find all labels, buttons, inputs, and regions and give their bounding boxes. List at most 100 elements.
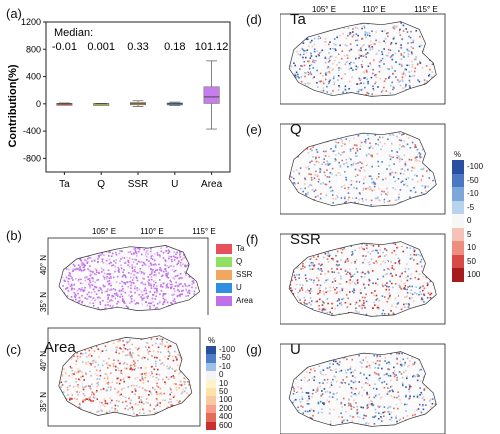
map-pixel	[303, 52, 305, 55]
map-pixel	[165, 246, 168, 248]
map-pixel	[173, 293, 175, 295]
lon-tick-110: 110° E	[140, 227, 164, 236]
map-pixel	[193, 259, 196, 261]
map-pixel	[304, 172, 306, 175]
map-pixel	[333, 150, 336, 152]
map-pixel	[370, 154, 372, 157]
map-pixel	[132, 282, 135, 284]
map-pixel	[139, 379, 142, 382]
map-pixel	[373, 152, 375, 154]
map-pixel	[91, 360, 94, 362]
map-pixel	[110, 403, 112, 406]
map-pixel	[102, 311, 104, 313]
map-pixel	[97, 255, 100, 257]
map-pixel	[403, 146, 406, 148]
map-pixel	[380, 145, 383, 147]
map-pixel	[404, 161, 407, 163]
median-value: 0.18	[164, 41, 185, 53]
map-pixel	[363, 82, 365, 85]
map-pixel	[305, 27, 307, 29]
map-pixel	[417, 196, 420, 198]
map-pixel	[78, 380, 80, 382]
map-pixel	[155, 376, 158, 379]
map-pixel	[59, 350, 62, 352]
map-pixel	[67, 407, 70, 409]
map-pixel	[99, 369, 101, 372]
map-pixel	[388, 75, 391, 78]
map-pixel	[299, 284, 301, 286]
map-pixel	[369, 40, 372, 43]
map-pixel	[178, 260, 180, 262]
map-pixel	[320, 138, 322, 141]
map-pixel	[289, 199, 292, 202]
map-pixel	[97, 307, 99, 309]
map-pixel	[75, 307, 78, 310]
map-pixel	[375, 39, 377, 42]
map-pixel	[289, 183, 291, 185]
map-pixel	[330, 97, 332, 99]
map-pixel	[369, 62, 371, 65]
map-pixel	[310, 290, 313, 293]
map-pixel	[294, 195, 296, 197]
map-pixel	[306, 90, 309, 92]
map-pixel	[106, 383, 109, 386]
map-title-d: Ta	[290, 11, 306, 28]
map-pixel	[147, 280, 149, 283]
map-pixel	[372, 131, 374, 133]
map-pixel	[325, 194, 328, 197]
map-pixel	[366, 52, 369, 54]
map-pixel	[326, 22, 329, 25]
map-pixel	[89, 252, 92, 254]
map-pixel	[89, 396, 91, 399]
map-pixel	[148, 368, 150, 370]
map-pixel	[382, 178, 384, 181]
map-pixel	[435, 77, 437, 80]
map-pixel	[332, 90, 334, 92]
map-pixel	[328, 66, 331, 69]
map-pixel	[416, 195, 419, 197]
map-pixel	[426, 170, 428, 172]
map-pixel	[319, 289, 321, 292]
map-pixel	[102, 274, 104, 276]
map-pixel	[81, 338, 83, 340]
map-pixel	[167, 416, 170, 417]
map-pixel	[361, 25, 363, 28]
map-pixel	[196, 365, 198, 367]
map-pixel	[314, 37, 316, 40]
map-pixel	[328, 71, 330, 73]
map-pixel	[165, 274, 167, 277]
map-pixel	[82, 336, 85, 339]
map-pixel	[96, 389, 98, 392]
map-pixel	[329, 55, 332, 58]
map-pixel	[193, 348, 195, 350]
map-pixel	[183, 409, 186, 411]
map-pixel	[354, 168, 357, 171]
map-pixel	[318, 263, 320, 265]
map-pixel	[426, 80, 428, 82]
map-pixel	[115, 253, 118, 256]
legend-item-ssr: SSR	[216, 268, 266, 281]
map-pixel	[322, 191, 325, 194]
map-pixel	[299, 39, 301, 41]
map-pixel	[413, 74, 416, 77]
map-pixel	[298, 28, 301, 30]
map-pixel	[375, 31, 377, 33]
map-pixel	[65, 246, 68, 249]
map-pixel	[311, 60, 314, 63]
map-pixel	[75, 247, 77, 250]
map-pixel	[317, 38, 320, 40]
map-pixel	[417, 79, 419, 81]
map-pixel	[183, 265, 185, 267]
map-pixel	[438, 258, 440, 260]
map-pixel	[173, 259, 176, 261]
map-pixel	[73, 265, 76, 267]
map-pixel	[66, 295, 69, 297]
map-pixel	[433, 89, 436, 92]
map-pixel	[178, 387, 180, 389]
map-pixel	[367, 260, 370, 263]
map-pixel	[191, 363, 192, 366]
map-pixel	[369, 80, 371, 82]
map-pixel	[310, 173, 312, 176]
map-pixel	[112, 403, 114, 406]
map-pixel	[134, 285, 136, 288]
